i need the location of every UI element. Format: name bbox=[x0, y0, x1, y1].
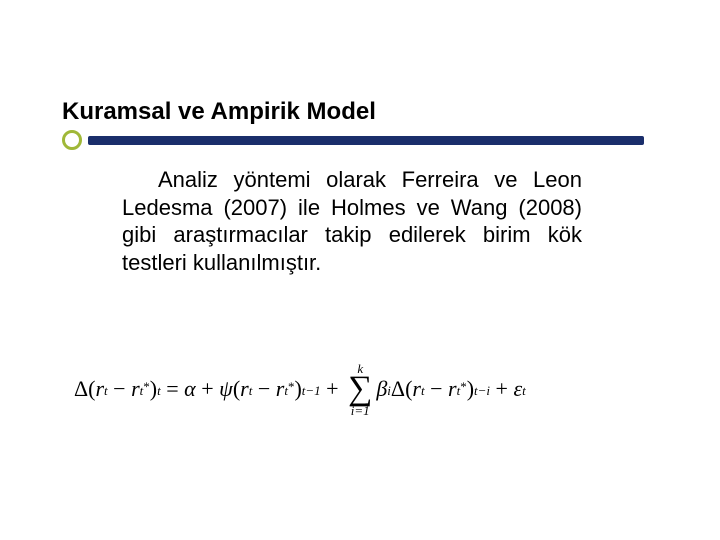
equation: Δ(rt − rt*)t = α + ψ (rt − rt*)t−1 + k ∑… bbox=[74, 362, 674, 417]
body-paragraph: Analiz yöntemi olarak Ferreira ve Leon L… bbox=[122, 166, 582, 276]
title-underline bbox=[62, 132, 644, 146]
title-block: Kuramsal ve Ampirik Model bbox=[62, 98, 660, 146]
bullet-ring-icon bbox=[62, 130, 82, 150]
slide: Kuramsal ve Ampirik Model Analiz yöntemi… bbox=[0, 0, 720, 540]
underline-bar bbox=[88, 136, 644, 145]
sigma-icon: k ∑ i=1 bbox=[348, 362, 372, 417]
slide-title: Kuramsal ve Ampirik Model bbox=[62, 98, 660, 126]
sigma-lower: i=1 bbox=[351, 404, 370, 417]
